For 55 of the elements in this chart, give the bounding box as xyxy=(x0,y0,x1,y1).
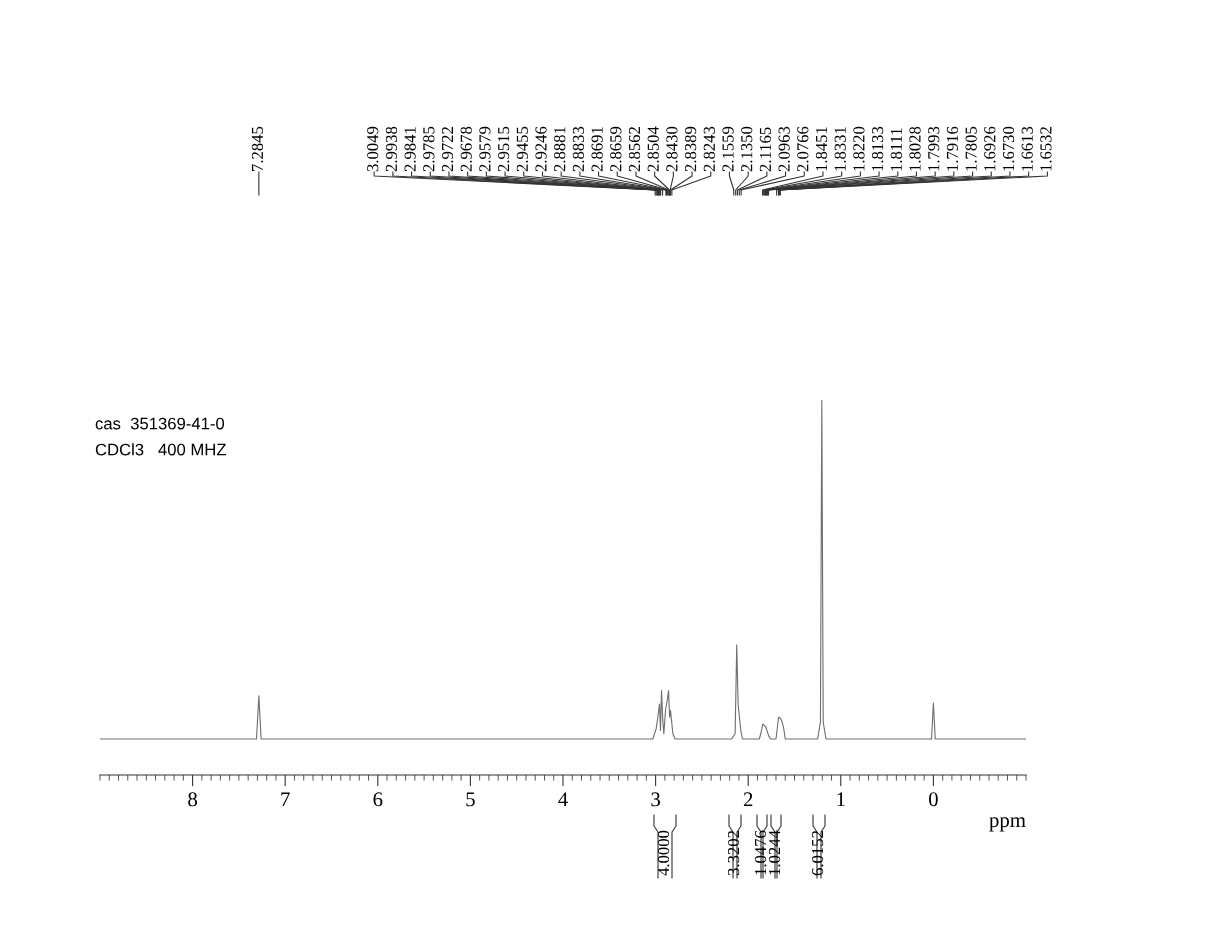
x-tick-label: 2 xyxy=(743,792,753,807)
annotation: 2.9455 xyxy=(516,126,529,172)
annotation: 2.8430 xyxy=(666,126,678,172)
annotation: 2.8881 xyxy=(554,127,566,172)
annotation: 2.9938 xyxy=(385,126,398,172)
annotation: 2.9678 xyxy=(460,126,472,172)
annotation: 2.9515 xyxy=(498,126,510,172)
x-tick-label: 1 xyxy=(837,792,845,807)
x-tick-label: 4 xyxy=(558,792,568,807)
text: 1.0476 xyxy=(754,830,767,875)
x-tick-label: 3 xyxy=(651,792,660,807)
annotation: 1.8451 xyxy=(815,127,828,171)
annotation: 1.6730 xyxy=(1002,126,1015,171)
annotation: 1.7993 xyxy=(928,126,940,171)
annotation: 2.9785 xyxy=(423,126,435,172)
annotation: 7.2845 xyxy=(251,126,264,171)
x-tick-label: 8 xyxy=(188,792,198,807)
annotation: 2.8504 xyxy=(647,126,659,172)
text: 6.0152 xyxy=(811,831,824,876)
annotation: 2.9246 xyxy=(535,126,547,172)
annotation: 2.8833 xyxy=(572,126,585,172)
annotation: 2.1165 xyxy=(759,127,772,172)
annotation: 1.8028 xyxy=(909,126,921,171)
text: 3.3202 xyxy=(727,831,740,876)
x-tick-label: 0 xyxy=(928,792,938,807)
annotation: 1.6613 xyxy=(1021,126,1033,171)
annotation: 1.7916 xyxy=(946,126,959,171)
annotation: 2.9841 xyxy=(404,127,416,172)
annotation: 2.8389 xyxy=(684,126,697,172)
x-axis-title: ppm xyxy=(989,817,1026,832)
annotation: cas 351369-41-0 xyxy=(95,417,225,430)
annotation: 1.6532 xyxy=(1040,127,1052,171)
annotation: 2.9579 xyxy=(479,126,491,172)
annotation: 2.0766 xyxy=(797,126,809,172)
annotation: 1.8331 xyxy=(834,127,846,171)
annotation: 2.0963 xyxy=(778,126,790,172)
annotation: 1.6926 xyxy=(984,126,996,171)
annotation: 1.7805 xyxy=(965,126,977,171)
annotation: 2.8659 xyxy=(610,126,622,172)
annotation: 2.8562 xyxy=(628,127,641,172)
text: 1.0244 xyxy=(768,830,781,875)
annotation: 2.1559 xyxy=(722,126,734,172)
annotation: 2.8243 xyxy=(703,126,716,172)
x-tick-label: 5 xyxy=(466,792,475,807)
annotation: 3.0049 xyxy=(367,126,379,172)
annotation: 1.8111 xyxy=(890,128,903,171)
annotation: 2.8691 xyxy=(591,127,603,172)
annotation: CDCl3 400 MHZ xyxy=(95,443,226,456)
annotation: 1.8220 xyxy=(853,126,865,171)
x-tick-label: 7 xyxy=(281,792,290,807)
text: 4.0000 xyxy=(657,830,670,876)
annotation: 2.9722 xyxy=(441,127,454,172)
annotation: 1.8133 xyxy=(871,126,884,171)
x-tick-label: 6 xyxy=(373,792,383,807)
annotation: 2.1350 xyxy=(741,126,753,172)
